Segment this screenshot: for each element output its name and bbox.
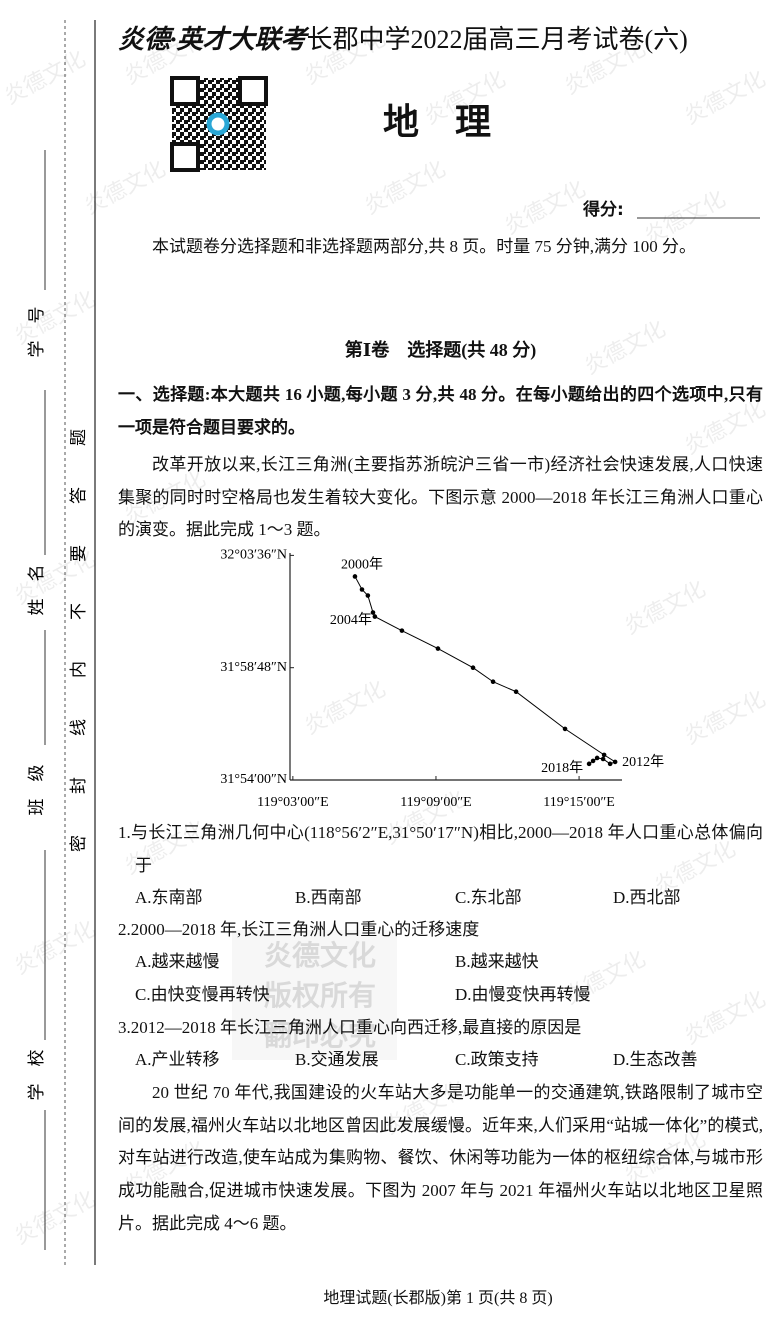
point	[352, 574, 358, 579]
point	[399, 628, 405, 633]
annotation: 2012年	[622, 754, 664, 770]
point	[365, 593, 371, 598]
trajectory-line	[354, 576, 617, 765]
qr-code	[170, 76, 268, 172]
point	[612, 759, 618, 765]
point	[372, 614, 378, 619]
point	[601, 752, 607, 758]
annotation: 2018年	[541, 760, 583, 776]
option: A.东南部	[135, 888, 203, 907]
stamp-line: 炎德文化	[263, 939, 376, 972]
option: A.越来越慢	[135, 952, 220, 971]
qr-finder	[170, 76, 200, 106]
part-heading: 一、选择题:本大题共 16 小题,每小题 3 分,共 48 分。在每小题给出的四…	[118, 385, 763, 437]
passage: 改革开放以来,长江三角洲(主要指苏浙皖沪三省一市)经济社会快速发展,人口快速集聚…	[118, 455, 763, 540]
intro: 本试题卷分选择题和非选择题两部分,共 8 页。时量 75 分钟,满分 100 分…	[152, 237, 696, 256]
option: A.产业转移	[135, 1050, 220, 1069]
annotation: 2004年	[330, 612, 372, 628]
option: B.越来越快	[455, 952, 539, 971]
margin-label: 学 号	[27, 307, 46, 358]
point	[562, 726, 568, 732]
point	[370, 610, 376, 615]
x-tick-label: 119°09′00″E	[400, 795, 472, 810]
subject: 地 理	[382, 102, 491, 142]
question-stem: 3.2012—2018 年长江三角洲人口重心向西迁移,最直接的原因是	[118, 1018, 582, 1037]
seal-text: 密封线内不要答题	[69, 388, 88, 852]
qr-logo	[206, 112, 230, 136]
option: B.交通发展	[295, 1050, 379, 1069]
section-title: 第Ⅰ卷 选择题(共 48 分)	[344, 340, 537, 360]
point	[594, 755, 600, 761]
margin-label: 班 级	[27, 765, 46, 816]
point	[607, 761, 613, 767]
qr-finder	[170, 142, 200, 172]
title: 长郡中学2022届高三月考试卷(六)	[306, 25, 688, 54]
option: D.生态改善	[613, 1050, 698, 1069]
annotation: 2000年	[341, 557, 383, 573]
point	[586, 761, 592, 767]
point	[359, 587, 365, 592]
brand: 炎德·英才大联考	[118, 25, 307, 54]
question-stem: 2.2000—2018 年,长江三角洲人口重心的迁移速度	[118, 920, 480, 939]
score-label: 得分:	[583, 200, 624, 220]
point	[600, 756, 606, 762]
option: C.政策支持	[455, 1050, 539, 1069]
point	[513, 689, 519, 694]
exam-title: 炎德·英才大联考长郡中学2022届高三月考试卷(六)	[118, 22, 768, 58]
option: D.由慢变快再转慢	[455, 985, 591, 1004]
x-tick-label: 119°03′00″E	[257, 795, 329, 810]
point	[435, 646, 441, 651]
copyright-stamp: 炎德文化 版权所有 翻印必究	[250, 936, 390, 1056]
option: D.西北部	[613, 888, 681, 907]
margin-label: 姓 名	[27, 565, 46, 616]
option: C.由快变慢再转快	[135, 985, 270, 1004]
point	[470, 665, 476, 670]
option: B.西南部	[295, 888, 362, 907]
option: C.东北部	[455, 888, 522, 907]
qr-finder	[238, 76, 268, 106]
stamp-line: 翻印必究	[263, 1019, 376, 1052]
margin-label: 学 校	[27, 1050, 46, 1101]
stamp-line: 版权所有	[263, 979, 376, 1012]
y-tick-label: 31°58′48″N	[220, 660, 287, 675]
point	[490, 679, 496, 685]
x-tick-label: 119°15′00″E	[543, 795, 615, 810]
footer: 地理试题(长郡版)第 1 页(共 8 页)	[323, 1290, 553, 1307]
y-tick-label: 32°03′36″N	[220, 548, 287, 563]
point	[590, 758, 596, 764]
passage: 20 世纪 70 年代,我国建设的火车站大多是功能单一的交通建筑,铁路限制了城市…	[118, 1083, 763, 1233]
question-stem: 1.与长江三角洲几何中心(118°56′2″E,31°50′17″N)相比,20…	[118, 823, 763, 875]
y-tick-label: 31°54′00″N	[220, 772, 287, 787]
